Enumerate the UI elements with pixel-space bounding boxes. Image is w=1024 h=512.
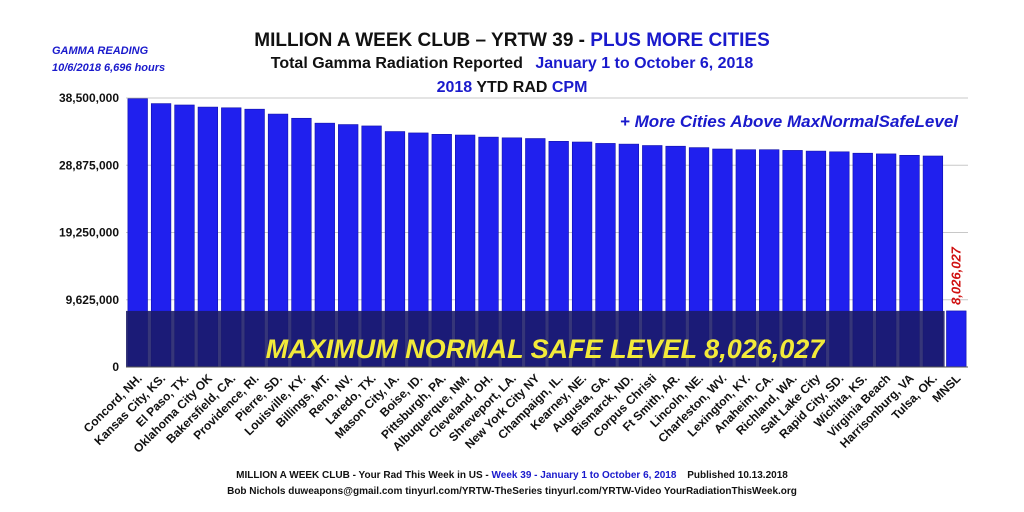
chart-units: 2018 YTD RAD CPM: [0, 79, 1024, 97]
footer-published: Published 10.13.2018: [687, 470, 788, 481]
y-axis-ticks: 0 9,625,000 19,250,000 28,875,000 38,500,000: [59, 91, 119, 374]
chart-subtitle-dates: January 1 to October 6, 2018: [535, 55, 754, 72]
footer-line-2: Bob Nichols duweapons@gmail.com tinyurl.…: [227, 486, 797, 497]
y-tick-label: 9,625,000: [66, 293, 120, 307]
chart-title-accent: PLUS MORE CITIES: [590, 30, 770, 51]
gamma-reading-label: GAMMA READING: [52, 45, 149, 57]
chart-subtitle-main: Total Gamma Radiation Reported: [270, 55, 523, 72]
safe-level-band-rect: [126, 310, 945, 367]
gamma-reading-value: 10/6/2018 6,696 hours: [52, 62, 166, 74]
safe-level-banner: MAXIMUM NORMAL SAFE LEVEL 8,026,027: [266, 334, 827, 364]
y-tick-label: 0: [112, 360, 119, 374]
y-tick-label: 38,500,000: [59, 91, 119, 105]
footer-line-1: MILLION A WEEK CLUB - Your Rad This Week…: [0, 470, 1024, 481]
grid-lines: [126, 97, 968, 301]
y-tick-label: 19,250,000: [59, 226, 119, 240]
safe-level-band: MAXIMUM NORMAL SAFE LEVEL 8,026,027 8,026…: [126, 246, 963, 367]
units-year: 2018: [436, 79, 473, 96]
more-cities-note: + More Cities Above MaxNormalSafeLevel: [619, 112, 958, 131]
bar-mnsl: [946, 310, 967, 368]
units-mid: YTD RAD: [476, 79, 548, 96]
chart-title-main: MILLION A WEEK CLUB – YRTW 39 -: [254, 30, 585, 51]
x-axis-labels: Concord, NH.Kansas City, KS.El Paso, TX.…: [81, 371, 964, 456]
units-cpm: CPM: [551, 79, 588, 96]
chart-subtitle: Total Gamma Radiation Reported January 1…: [0, 55, 1024, 73]
footer-club: MILLION A WEEK CLUB - Your Rad This Week…: [236, 470, 489, 481]
footer-week: Week 39 - January 1 to October 6, 2018: [491, 470, 677, 481]
y-tick-label: 28,875,000: [59, 158, 119, 172]
mnsl-value-label: 8,026,027: [948, 246, 963, 305]
chart-title: MILLION A WEEK CLUB – YRTW 39 - PLUS MOR…: [0, 30, 1024, 52]
